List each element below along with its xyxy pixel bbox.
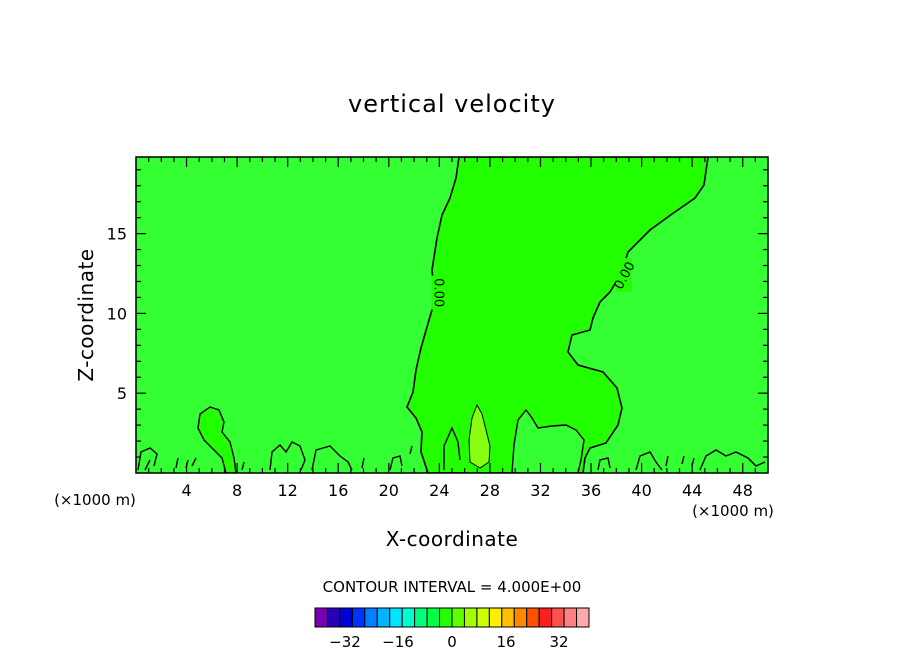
colorbar-tick-label: −16 xyxy=(382,633,414,651)
positive-cell xyxy=(597,457,611,471)
positive-cell xyxy=(197,406,237,473)
positive-cell xyxy=(389,455,403,471)
colorbar xyxy=(314,607,590,628)
colorbar-swatch xyxy=(451,607,465,628)
x-axis-title: X-coordinate xyxy=(386,527,519,551)
colorbar-swatch xyxy=(364,607,378,628)
colorbar-swatch xyxy=(513,607,528,628)
colorbar-swatch xyxy=(526,607,540,628)
negative-intrusion xyxy=(511,408,585,473)
colorbar-swatch xyxy=(401,607,416,628)
colorbar-swatch xyxy=(551,607,565,628)
colorbar-swatch xyxy=(414,607,428,628)
positive-cell xyxy=(137,447,158,471)
chart-title: vertical velocity xyxy=(348,90,556,118)
colorbar-tick-label: 16 xyxy=(496,633,515,651)
x-tick-label: 24 xyxy=(429,481,449,500)
colorbar-swatch xyxy=(476,607,490,628)
positive-core xyxy=(468,403,491,469)
colorbar-swatch xyxy=(563,607,578,628)
colorbar-tick-label: −32 xyxy=(329,633,361,651)
colorbar-swatch xyxy=(488,607,503,628)
x-tick-label: 4 xyxy=(181,481,191,500)
contour-label-bg xyxy=(431,275,448,310)
x-tick-label: 36 xyxy=(581,481,601,500)
colorbar-swatch xyxy=(426,607,441,628)
positive-cell xyxy=(443,426,461,470)
positive-cell xyxy=(311,445,353,471)
colorbar-swatch xyxy=(314,607,328,628)
colorbar-swatch xyxy=(376,607,391,628)
x-tick-label: 44 xyxy=(682,481,702,500)
y-axis-title: Z-coordinate xyxy=(74,248,98,381)
colorbar-tick-label: 32 xyxy=(549,633,568,651)
colorbar-swatch xyxy=(576,607,590,628)
x-tick-label: 16 xyxy=(328,481,348,500)
x-tick-label: 8 xyxy=(232,481,242,500)
colorbar-swatch xyxy=(339,607,353,628)
x-tick-label: 12 xyxy=(278,481,298,500)
colorbar-tick-label: 0 xyxy=(447,633,457,651)
x-tick-label: 48 xyxy=(733,481,753,500)
colorbar-swatch xyxy=(538,607,553,628)
colorbar-swatch xyxy=(501,607,515,628)
x-tick-label: 20 xyxy=(379,481,399,500)
colorbar-swatch xyxy=(326,607,341,628)
x-unit-right: (×1000 m) xyxy=(692,502,774,520)
y-tick-label: 15 xyxy=(107,225,127,244)
colorbar-swatch xyxy=(389,607,403,628)
x-unit-left: (×1000 m) xyxy=(54,491,136,509)
y-tick-label: 5 xyxy=(117,384,127,403)
positive-cell xyxy=(269,441,306,471)
colorbar-swatch xyxy=(463,607,478,628)
colorbar-swatch xyxy=(351,607,366,628)
y-tick-label: 10 xyxy=(107,304,127,323)
colorbar-swatch xyxy=(439,607,453,628)
positive-cell xyxy=(699,449,766,471)
positive-cell xyxy=(635,451,663,471)
x-tick-label: 28 xyxy=(480,481,500,500)
contour-label: 0.00 xyxy=(430,278,445,307)
contour-interval-label: CONTOUR INTERVAL = 4.000E+00 xyxy=(323,578,582,596)
x-tick-label: 32 xyxy=(530,481,550,500)
contour-label-bg xyxy=(615,258,632,293)
x-tick-label: 40 xyxy=(631,481,651,500)
